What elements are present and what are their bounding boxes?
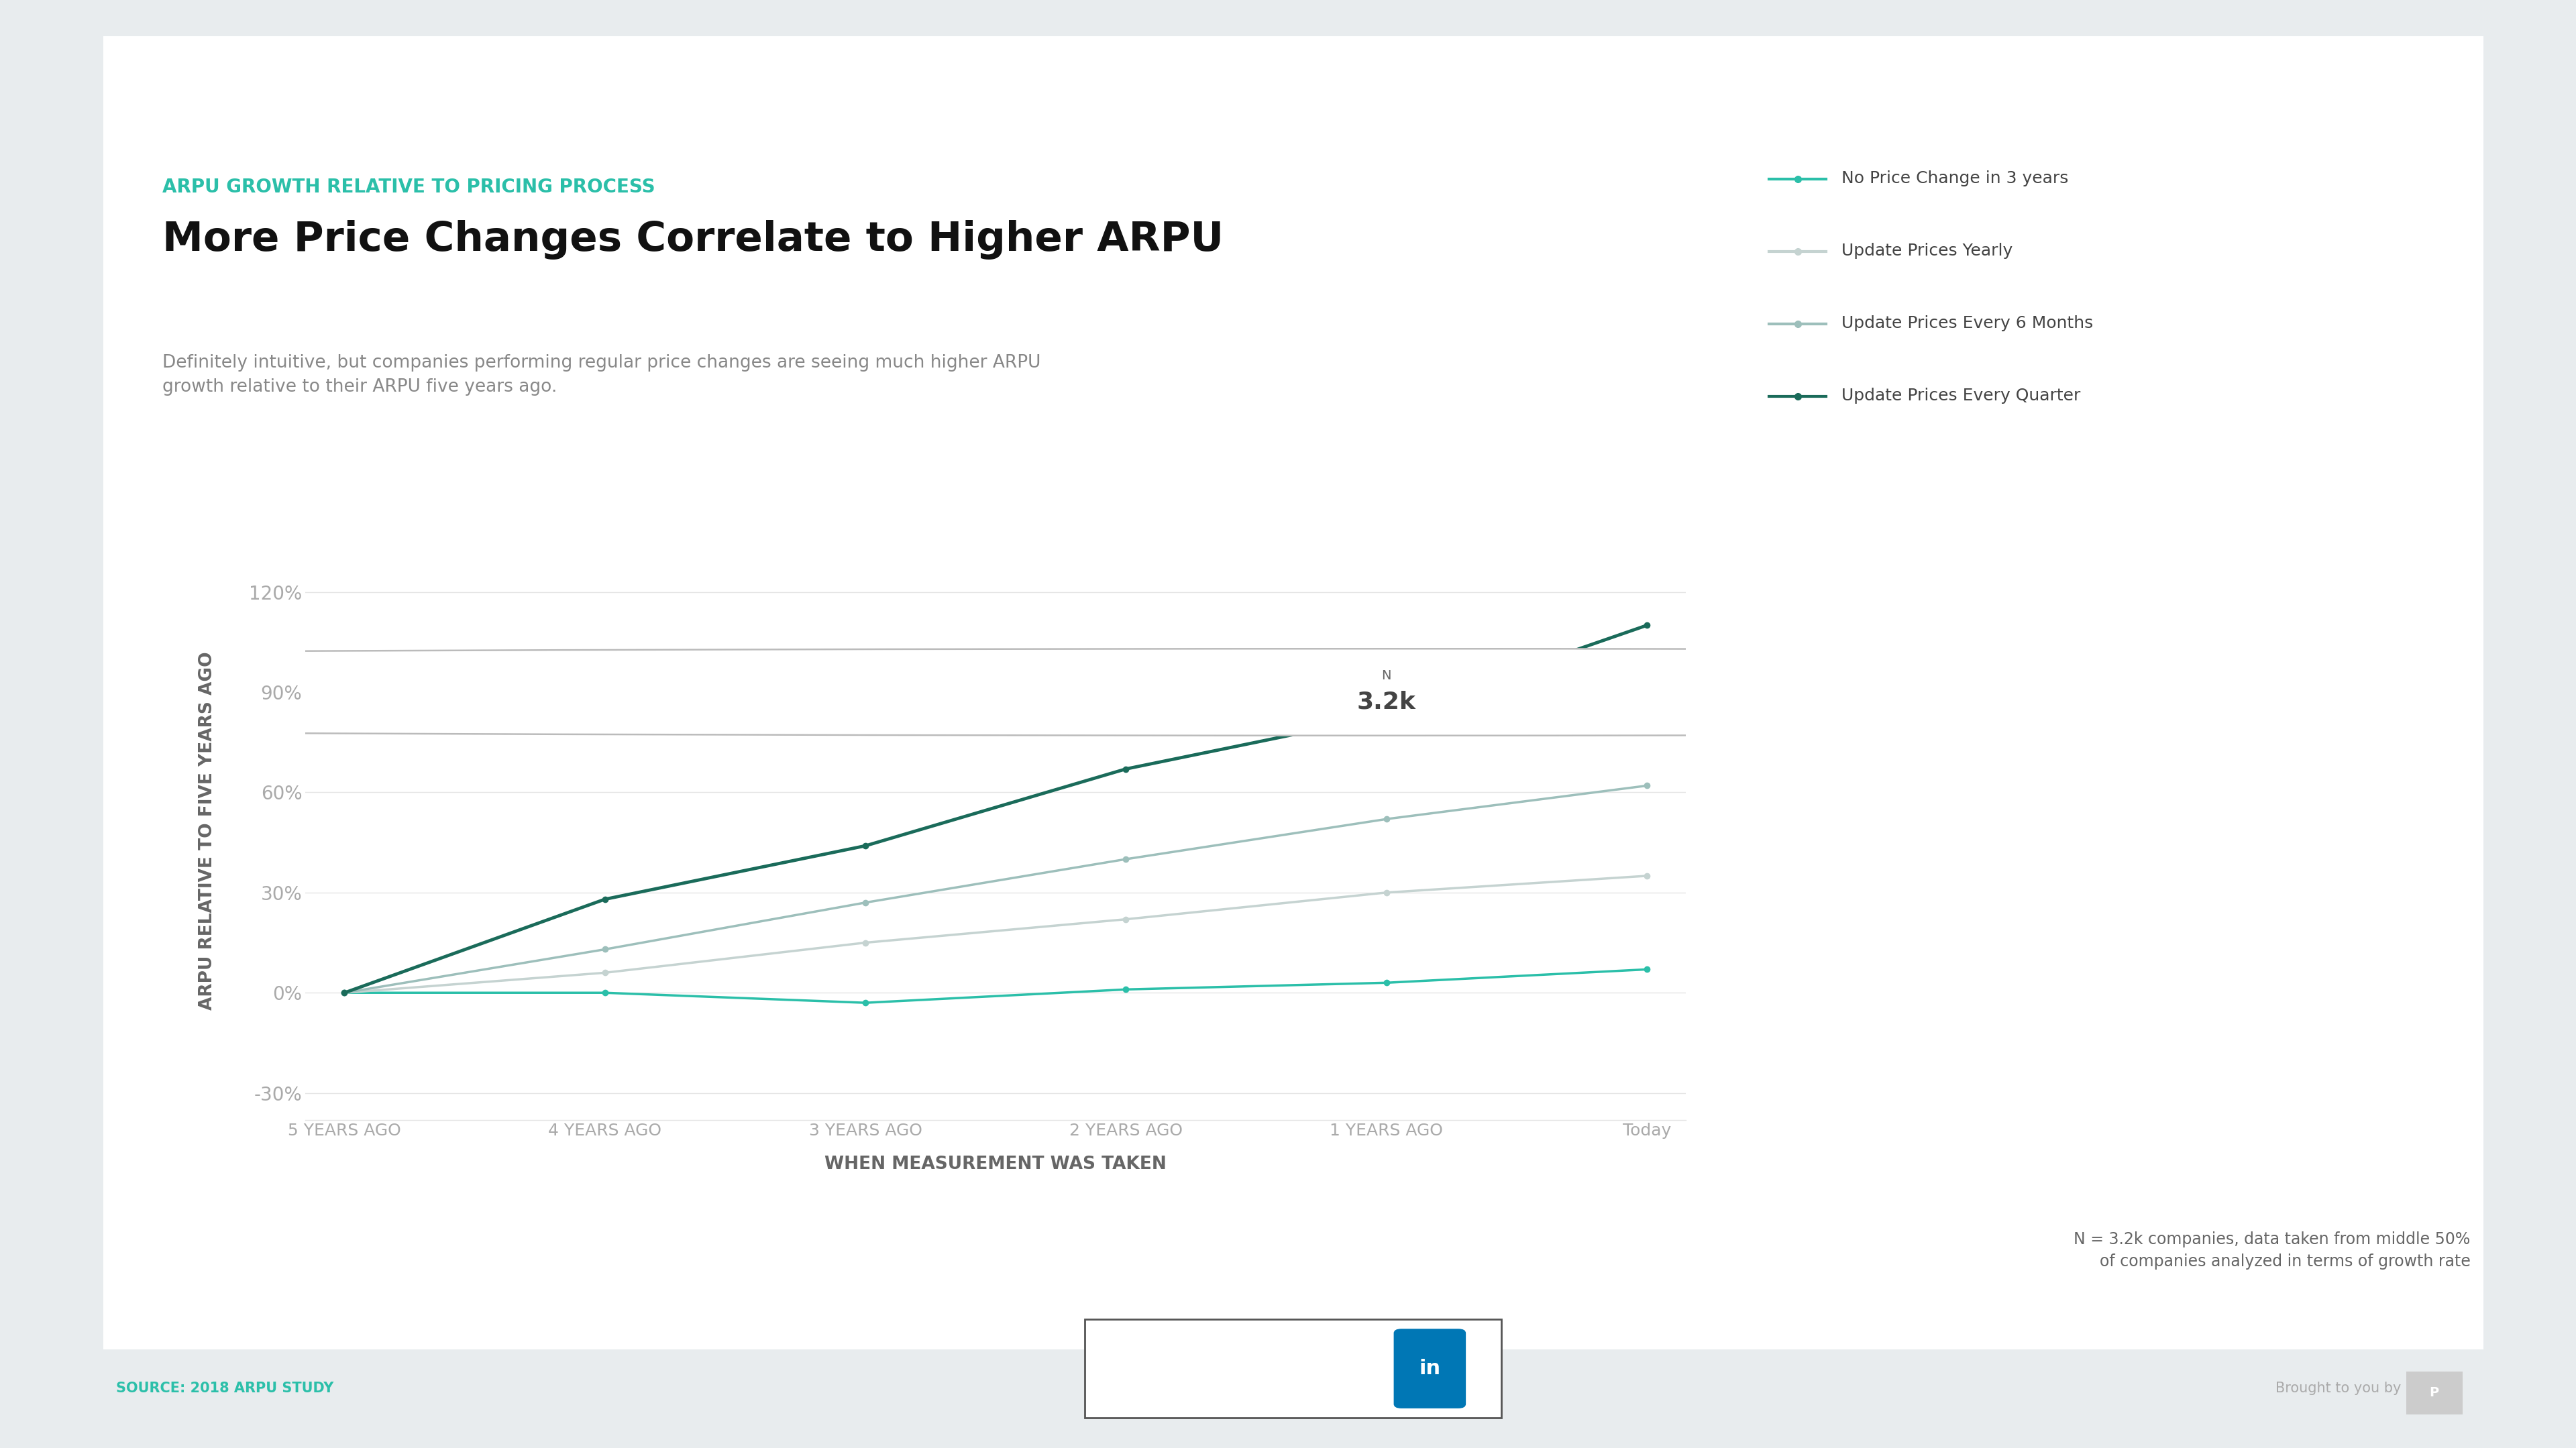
Text: No Price Change in 3 years: No Price Change in 3 years (1842, 171, 2069, 187)
Text: Update Prices Yearly: Update Prices Yearly (1842, 243, 2012, 259)
Text: 3.2k: 3.2k (1358, 691, 1417, 714)
Text: N = 3.2k companies, data taken from middle 50%
of companies analyzed in terms of: N = 3.2k companies, data taken from midd… (2074, 1231, 2470, 1270)
Text: SOURCE: 2018 ARPU STUDY: SOURCE: 2018 ARPU STUDY (116, 1381, 332, 1394)
X-axis label: WHEN MEASUREMENT WAS TAKEN: WHEN MEASUREMENT WAS TAKEN (824, 1156, 1167, 1173)
Text: in: in (1419, 1358, 1440, 1378)
Text: N: N (1381, 669, 1391, 682)
Text: Update Prices Every 6 Months: Update Prices Every 6 Months (1842, 316, 2094, 332)
Circle shape (0, 649, 2576, 736)
Text: Update Prices Every Quarter: Update Prices Every Quarter (1842, 388, 2081, 404)
Y-axis label: ARPU RELATIVE TO FIVE YEARS AGO: ARPU RELATIVE TO FIVE YEARS AGO (198, 652, 216, 1011)
Text: Definitely intuitive, but companies performing regular price changes are seeing : Definitely intuitive, but companies perf… (162, 353, 1041, 395)
Text: More Price Changes Correlate to Higher ARPU: More Price Changes Correlate to Higher A… (162, 220, 1224, 259)
Text: ARPU GROWTH RELATIVE TO PRICING PROCESS: ARPU GROWTH RELATIVE TO PRICING PROCESS (162, 178, 654, 197)
Text: P: P (2429, 1387, 2439, 1399)
Text: CLICK TO SHARE: CLICK TO SHARE (1157, 1360, 1329, 1378)
Text: Brought to you by: Brought to you by (2275, 1381, 2401, 1394)
